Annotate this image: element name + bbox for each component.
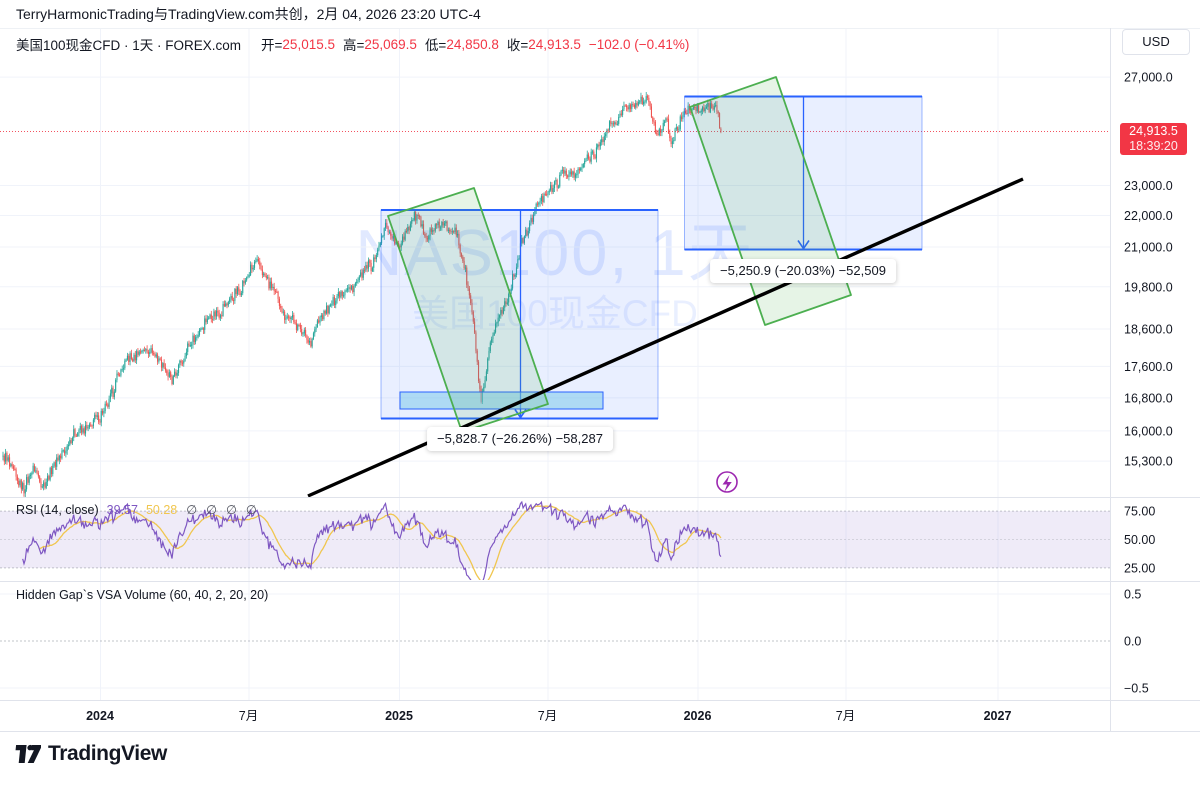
tradingview-logo-icon: [15, 744, 41, 763]
price-axis-label: 23,000.0: [1124, 179, 1173, 193]
price-axis-label: 19,800.0: [1124, 280, 1173, 294]
symbol-legend: 美国100现金CFD · 1天 · FOREX.com 开= 25,015.5 高…: [16, 34, 689, 54]
time-axis-label: 7月: [239, 709, 258, 723]
measurement-label-2[interactable]: −5,250.9 (−20.03%) −52,509: [710, 259, 896, 283]
price-axis-label: 0.0: [1124, 635, 1141, 649]
volume-legend: Hidden Gap`s VSA Volume (60, 40, 2, 20, …: [16, 588, 268, 602]
bar-countdown: 18:39:20: [1129, 139, 1178, 153]
price-axis-label: 16,800.0: [1124, 391, 1173, 405]
gridlines: [0, 28, 1110, 701]
time-axis-label: 7月: [836, 709, 855, 723]
open-value: 25,015.5: [282, 36, 335, 52]
rsi-title: RSI (14, close): [16, 502, 99, 517]
price-axis-label: 16,000.0: [1124, 424, 1173, 438]
open-label: 开=: [261, 38, 283, 53]
time-scale[interactable]: 2024 7月 2025 7月 2026 7月 2027: [86, 709, 1011, 723]
price-range-measurement-2[interactable]: [684, 95, 923, 251]
price-axis-label: 17,600.0: [1124, 360, 1173, 374]
trend-channel-parallelogram-1[interactable]: [387, 187, 549, 433]
price-axis-label: 21,000.0: [1124, 240, 1173, 254]
price-axis-label: 75.00: [1124, 505, 1155, 519]
price-range-measurement-1[interactable]: [380, 209, 659, 420]
close-label: 收=: [506, 38, 529, 53]
currency-button[interactable]: USD: [1122, 29, 1190, 55]
time-axis-label: 2025: [385, 709, 413, 723]
rsi-series: [22, 500, 722, 580]
tradingview-logo[interactable]: TradingView: [14, 742, 167, 766]
pane-separators: [0, 28, 1200, 732]
candlestick-series: [2, 92, 722, 498]
change-value: −102.0 (−0.41%): [588, 36, 690, 52]
low-label: 低=: [424, 38, 447, 53]
tradingview-logo-text: TradingView: [48, 742, 167, 765]
price-scale[interactable]: 27,000.0 23,000.0 22,000.0 21,000.0 19,800.0…: [1124, 71, 1173, 696]
attribution-text: TerryHarmonicTrading与TradingView.com共创，2…: [16, 6, 481, 22]
rsi-empty-2: ∅: [206, 503, 218, 517]
high-label: 高=: [342, 38, 365, 53]
price-axis-label: 25.00: [1124, 561, 1155, 575]
rsi-empty-1: ∅: [186, 503, 198, 517]
price-axis-label: 22,000.0: [1124, 209, 1173, 223]
price-axis-label: 15,300.0: [1124, 455, 1173, 469]
time-axis-label: 2027: [984, 709, 1012, 723]
last-price: 24,913.5: [1129, 124, 1178, 138]
price-axis-label: 0.5: [1124, 588, 1141, 602]
price-axis-label: −0.5: [1124, 682, 1149, 696]
rsi-empty-3: ∅: [226, 503, 237, 517]
low-value: 24,850.8: [446, 36, 499, 52]
rsi-ma-value: 50.28: [145, 502, 178, 517]
rsi-legend: RSI (14, close) 39.57 50.28 ∅ ∅ ∅ ∅: [16, 502, 257, 518]
attribution-bar: TerryHarmonicTrading与TradingView.com共创，2…: [0, 0, 1200, 28]
volume-title: Hidden Gap`s VSA Volume (60, 40, 2, 20, …: [16, 588, 269, 602]
symbol-title: 美国100现金CFD · 1天 · FOREX.com: [16, 38, 242, 53]
last-price-badge[interactable]: 24,913.5 18:39:20: [1120, 123, 1187, 155]
time-axis-label: 2026: [684, 709, 712, 723]
high-value: 25,069.5: [364, 36, 417, 52]
rsi-empty-4: ∅: [245, 503, 257, 517]
time-axis-label: 2024: [86, 709, 114, 723]
measurement-label-1[interactable]: −5,828.7 (−26.26%) −58,287: [427, 427, 613, 451]
price-axis-label: 18,600.0: [1124, 323, 1173, 337]
time-axis-label: 7月: [538, 709, 557, 723]
close-value: 24,913.5: [528, 36, 581, 52]
chart-drawings[interactable]: [307, 76, 1024, 498]
rsi-value: 39.57: [106, 502, 138, 517]
price-axis-label: 27,000.0: [1124, 71, 1173, 85]
flash-ideas-icon[interactable]: [716, 471, 738, 493]
price-axis-label: 50.00: [1124, 533, 1155, 547]
